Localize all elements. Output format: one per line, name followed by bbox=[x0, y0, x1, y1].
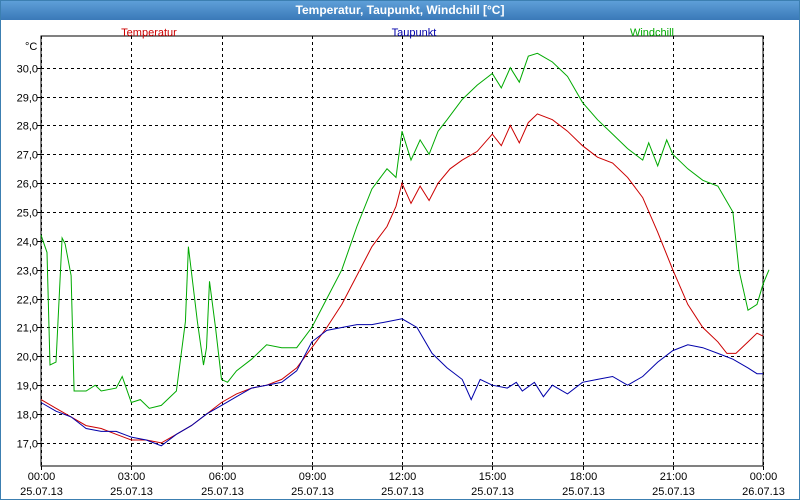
y-tick-label: 22,0 bbox=[17, 295, 38, 307]
x-tick-time: 09:00 bbox=[299, 471, 327, 483]
y-tick-label: 18,0 bbox=[17, 410, 38, 422]
x-tick-time: 18:00 bbox=[570, 471, 598, 483]
x-tick-date: 25.07.13 bbox=[471, 486, 514, 498]
plot-area bbox=[40, 35, 764, 467]
legend-temperatur: Temperatur bbox=[121, 27, 177, 39]
y-tick-label: 26,0 bbox=[17, 179, 38, 191]
x-tick-date: 25.07.13 bbox=[291, 486, 334, 498]
window-title: Temperatur, Taupunkt, Windchill [°C] bbox=[1, 1, 799, 20]
x-tick-date: 25.07.13 bbox=[381, 486, 424, 498]
y-tick-label: 24,0 bbox=[17, 237, 38, 249]
y-tick-label: 28,0 bbox=[17, 121, 38, 133]
legend-taupunkt: Taupunkt bbox=[392, 27, 437, 39]
y-axis-label: °C bbox=[25, 41, 37, 53]
y-tick-label: 27,0 bbox=[17, 150, 38, 162]
y-tick-label: 23,0 bbox=[17, 266, 38, 278]
y-tick-label: 25,0 bbox=[17, 208, 38, 220]
x-tick-date: 25.07.13 bbox=[110, 486, 153, 498]
x-tick-time: 03:00 bbox=[118, 471, 146, 483]
x-tick-date: 25.07.13 bbox=[20, 486, 63, 498]
y-tick-label: 20,0 bbox=[17, 352, 38, 364]
x-tick-date: 25.07.13 bbox=[201, 486, 244, 498]
x-tick-date: 25.07.13 bbox=[652, 486, 695, 498]
x-tick-date: 25.07.13 bbox=[562, 486, 605, 498]
y-tick-label: 21,0 bbox=[17, 323, 38, 335]
y-tick-label: 17,0 bbox=[17, 439, 38, 451]
y-tick-label: 30,0 bbox=[17, 64, 38, 76]
x-tick-time: 12:00 bbox=[389, 471, 417, 483]
y-tick-label: 19,0 bbox=[17, 381, 38, 393]
series-line-taupunkt bbox=[40, 318, 763, 447]
x-tick-date: 26.07.13 bbox=[742, 486, 785, 498]
series-line-windchill bbox=[40, 52, 770, 409]
legend-windchill: Windchill bbox=[630, 27, 674, 39]
y-tick-label: 29,0 bbox=[17, 93, 38, 105]
x-tick-time: 15:00 bbox=[479, 471, 507, 483]
x-tick-time: 00:00 bbox=[28, 471, 56, 483]
x-tick-time: 21:00 bbox=[660, 471, 688, 483]
x-tick-time: 06:00 bbox=[209, 471, 237, 483]
x-tick-time: 00:00 bbox=[750, 471, 778, 483]
